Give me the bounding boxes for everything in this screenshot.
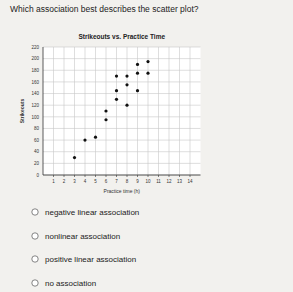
x-grid-line: [95, 47, 96, 175]
y-grid-line: [43, 93, 201, 94]
y-grid-line: [43, 58, 201, 59]
x-grid-line: [169, 47, 170, 175]
point: [83, 138, 86, 141]
x-tick-label: 13: [177, 179, 183, 184]
y-tick-label: 60: [34, 138, 40, 143]
y-grid-line: [43, 128, 201, 129]
radio-button[interactable]: [32, 233, 38, 239]
x-tick-label: 2: [63, 179, 66, 184]
y-axis: [43, 47, 44, 175]
point: [146, 72, 149, 75]
x-grid-line: [127, 47, 128, 175]
y-tick-label: 40: [34, 149, 40, 154]
x-tick-label: 12: [166, 179, 172, 184]
x-tick-label: 7: [115, 179, 118, 184]
x-grid-line: [64, 47, 65, 175]
y-grid-line: [43, 70, 201, 71]
x-tick-label: 1: [52, 179, 55, 184]
question: Which association best describes the sca…: [10, 4, 199, 14]
point: [115, 98, 118, 101]
y-tick-label: 0: [36, 173, 39, 178]
y-grid-line: [43, 105, 201, 106]
point: [115, 74, 118, 77]
chart-title: Strikeouts vs. Practice Time: [78, 33, 165, 40]
point: [136, 63, 139, 66]
page: Which association best describes the sca…: [0, 0, 293, 292]
x-axis: [43, 175, 201, 176]
x-tick-label: 8: [126, 179, 129, 184]
y-grid-line: [43, 175, 201, 176]
option-text: positive linear association: [45, 255, 136, 264]
y-grid-line: [43, 151, 201, 152]
x-grid-line: [190, 47, 191, 175]
y-grid-line: [43, 116, 201, 117]
point: [125, 74, 128, 77]
y-tick-label: 200: [31, 56, 39, 61]
x-grid-line: [158, 47, 159, 175]
point: [94, 136, 97, 139]
y-tick-label: 80: [34, 126, 40, 131]
point: [146, 60, 149, 63]
x-grid-line: [53, 47, 54, 175]
y-grid-line: [43, 47, 201, 48]
point: [125, 104, 128, 107]
x-grid-line: [179, 47, 180, 175]
y-grid-line: [43, 81, 201, 82]
y-axis-label: Strikeouts: [19, 99, 25, 124]
y-tick-label: 120: [31, 103, 39, 108]
point: [136, 72, 139, 75]
x-tick-label: 10: [145, 179, 151, 184]
point: [125, 83, 128, 86]
x-grid-line: [148, 47, 149, 175]
y-tick-label: 220: [31, 45, 39, 50]
y-tick-label: 20: [34, 161, 40, 166]
point: [136, 89, 139, 92]
x-tick-label: 14: [187, 179, 193, 184]
x-axis-label: Practice time (h): [104, 188, 141, 194]
x-tick-label: 3: [73, 179, 76, 184]
x-tick-label: 4: [84, 179, 87, 184]
radio-button[interactable]: [32, 256, 38, 262]
x-tick-label: 6: [105, 179, 108, 184]
y-tick-label: 140: [31, 91, 39, 96]
y-grid-line: [43, 140, 201, 141]
radio-button[interactable]: [32, 209, 38, 215]
option-text: negative linear association: [45, 208, 139, 217]
point: [115, 89, 118, 92]
x-grid-line: [85, 47, 86, 175]
y-tick-label: 180: [31, 68, 39, 73]
x-tick-label: 9: [136, 179, 139, 184]
x-grid-line: [74, 47, 75, 175]
y-tick-label: 160: [31, 80, 39, 85]
x-grid-line: [137, 47, 138, 175]
plot-background: [43, 47, 201, 175]
option-text: nonlinear association: [45, 232, 120, 241]
y-tick-label: 100: [31, 115, 39, 120]
x-grid-line: [116, 47, 117, 175]
radio-button[interactable]: [32, 280, 38, 286]
y-grid-line: [43, 163, 201, 164]
point: [104, 118, 107, 121]
points: [73, 60, 150, 159]
option-text: no association: [45, 279, 96, 288]
x-tick-label: 11: [156, 179, 161, 184]
point: [104, 109, 107, 112]
point: [73, 156, 76, 159]
x-tick-label: 5: [94, 179, 97, 184]
